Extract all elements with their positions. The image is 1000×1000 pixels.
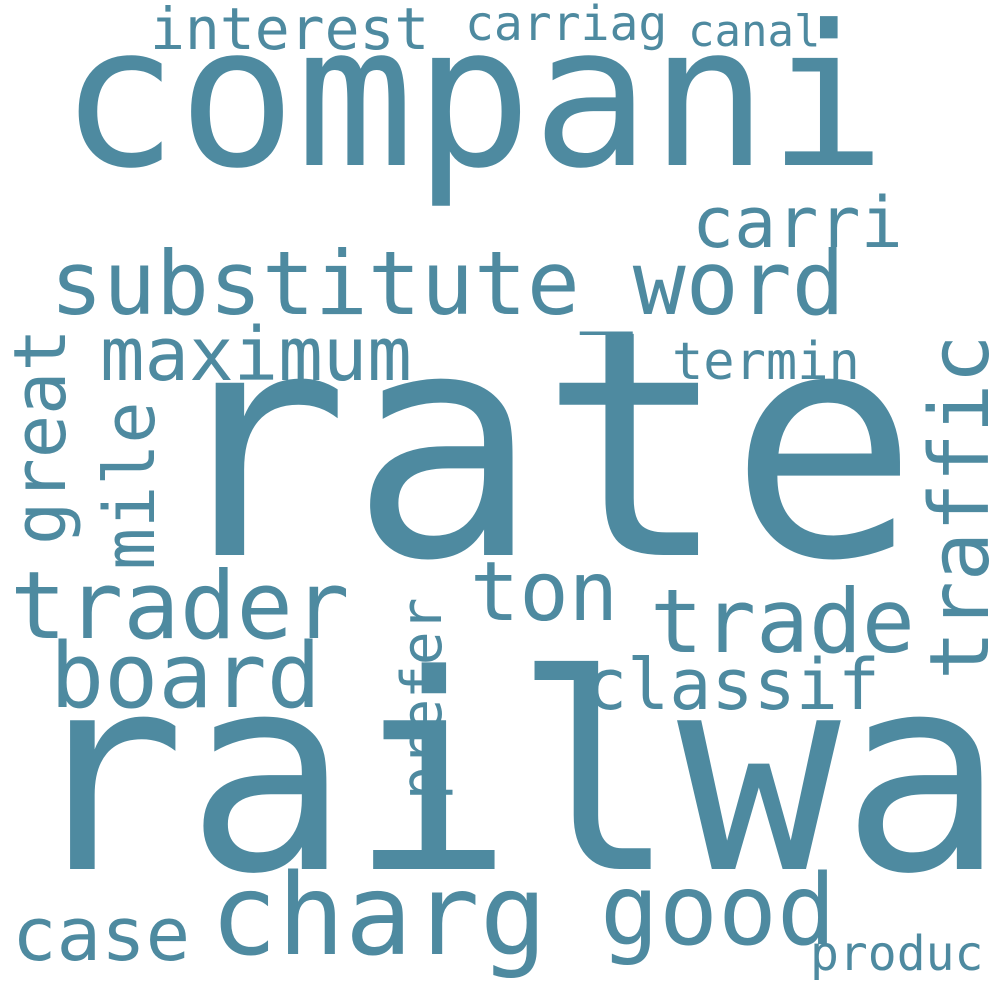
word-great: great [0, 328, 82, 545]
word-carri: carri [692, 182, 903, 264]
word-trader: trader [10, 552, 350, 661]
word-ton: ton [470, 545, 619, 640]
word-maximum: maximum [100, 312, 412, 398]
word-trade: trade [650, 570, 915, 673]
word-prefer: prefer [390, 597, 455, 800]
word-case: case [12, 892, 191, 978]
word-rate: rate [160, 264, 919, 630]
word-mile: mile [89, 401, 171, 570]
word-substitute-word: substitute_word [50, 232, 845, 335]
word-interest: interest [150, 0, 430, 63]
word-board: board [50, 624, 321, 729]
word-canal: canal [688, 6, 821, 57]
word-compani: compani [60, 0, 887, 212]
word-good: good [600, 854, 837, 968]
word-carriag: carriag [465, 0, 668, 52]
word-produc: produc [810, 926, 984, 982]
word-classif: classif [585, 644, 881, 726]
word-termin: termin [672, 332, 860, 392]
word-railway: railway [22, 618, 1000, 934]
word-traffic: traffic [913, 334, 1000, 680]
word-charg: charg [210, 851, 548, 981]
